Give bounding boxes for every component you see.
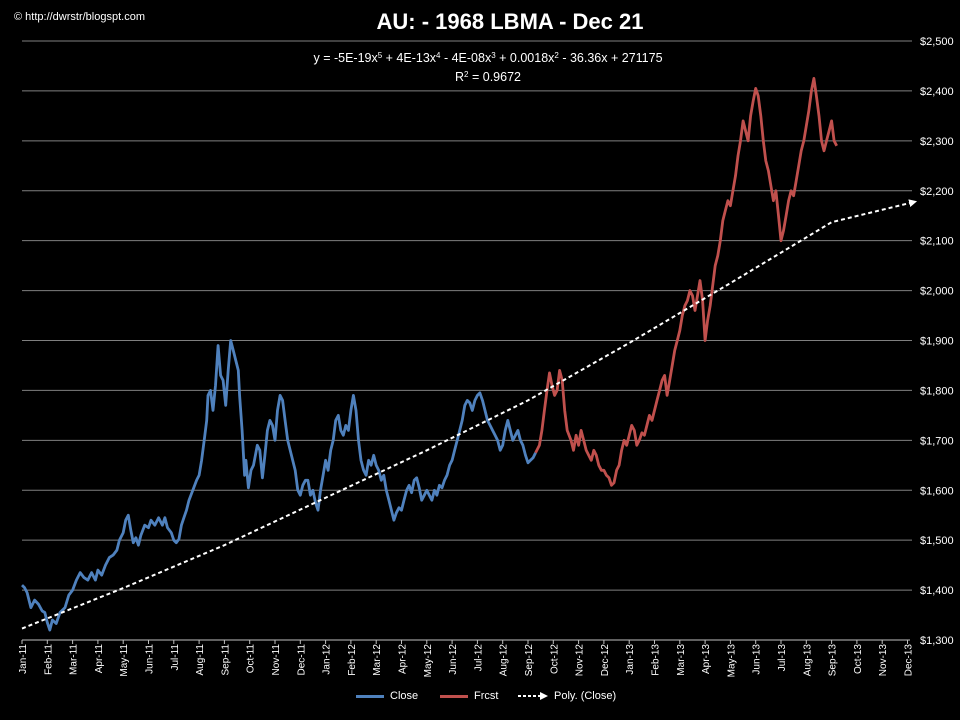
x-tick-label: Jun-11 — [145, 644, 156, 674]
trendline-poly-close — [21, 199, 918, 630]
x-tick-label: Nov-11 — [271, 644, 282, 676]
y-tick-label: $2,300 — [920, 136, 954, 148]
x-tick-label: Sep-12 — [524, 644, 535, 677]
x-tick-label: Oct-13 — [853, 644, 864, 674]
x-tick-label: Jan-12 — [322, 644, 333, 675]
legend-item-close: Close — [356, 690, 418, 702]
x-tick-label: Feb-11 — [43, 644, 54, 675]
legend-item-forecast: Frcst — [440, 690, 498, 702]
legend-swatch-close — [356, 694, 384, 698]
x-tick-label: Aug-12 — [499, 644, 510, 677]
x-tick-label: Jul-13 — [777, 644, 788, 672]
legend-label-poly: Poly. (Close) — [554, 690, 617, 702]
x-axis — [21, 639, 910, 644]
y-tick-label: $2,400 — [920, 86, 954, 98]
x-tick-label: Jan-13 — [625, 644, 636, 675]
x-tick-label: Dec-11 — [296, 644, 307, 676]
x-tick-label: Jun-12 — [448, 644, 459, 675]
x-axis-tick-labels: Jan-11 Feb-11 Mar-11 Apr-11 May-11 Jun-11 Jul-… — [18, 644, 915, 678]
x-tick-label: Mar-13 — [676, 644, 687, 676]
x-tick-label: Oct-12 — [549, 644, 560, 674]
x-tick-label: Jun-13 — [752, 644, 763, 675]
y-tick-label: $1,400 — [920, 585, 954, 597]
y-tick-label: $2,100 — [920, 236, 954, 248]
y-tick-label: $1,900 — [920, 336, 954, 348]
series-close-line — [21, 339, 537, 632]
x-tick-label: Aug-13 — [802, 644, 813, 677]
x-tick-label: Jul-11 — [170, 644, 181, 671]
x-tick-label: Apr-11 — [94, 644, 105, 674]
y-axis-tick-labels: $1,300 $1,400 $1,500 $1,600 $1,700 $1,800 $1,9… — [920, 36, 954, 647]
x-tick-label: Mar-12 — [372, 644, 383, 676]
series-forecast-line — [534, 77, 838, 487]
x-tick-label: Sep-11 — [220, 644, 231, 676]
trend-equation: y = -5E-19x5 + 4E-13x4 - 4E-08x3 + 0.001… — [313, 51, 663, 65]
x-tick-label: Dec-12 — [600, 644, 611, 677]
x-tick-label: Sep-13 — [828, 644, 839, 677]
x-tick-label: Mar-11 — [69, 644, 80, 675]
x-tick-label: Apr-12 — [398, 644, 409, 674]
legend-swatch-poly — [518, 692, 548, 700]
y-tick-label: $1,800 — [920, 385, 954, 397]
x-tick-label: Oct-11 — [246, 644, 257, 674]
x-tick-label: Feb-13 — [651, 644, 662, 676]
x-tick-label: Apr-13 — [701, 644, 712, 674]
gridlines — [22, 40, 912, 591]
y-tick-label: $1,300 — [920, 635, 954, 647]
x-tick-label: Jul-12 — [473, 644, 484, 672]
y-tick-label: $2,200 — [920, 186, 954, 198]
x-tick-label: Dec-13 — [904, 644, 915, 677]
x-tick-label: May-11 — [119, 644, 130, 677]
y-tick-label: $1,600 — [920, 485, 954, 497]
chart-title: AU: - 1968 LBMA - Dec 21 — [376, 9, 644, 34]
copyright-text: © http://dwrstr/blogspt.com — [14, 11, 145, 23]
y-tick-label: $1,500 — [920, 535, 954, 547]
r-squared: R2 = 0.9672 — [455, 70, 521, 84]
x-tick-label: Jan-11 — [18, 644, 29, 674]
legend-label-close: Close — [390, 690, 419, 702]
legend-label-forecast: Frcst — [474, 690, 499, 702]
x-tick-label: Aug-11 — [195, 644, 206, 676]
x-tick-label: Nov-13 — [878, 644, 889, 677]
legend-swatch-forecast — [440, 694, 468, 698]
x-tick-label: Nov-12 — [575, 644, 586, 677]
series-lines — [21, 77, 918, 632]
y-tick-label: $1,700 — [920, 435, 954, 447]
y-tick-label: $2,500 — [920, 36, 954, 48]
legend-item-poly: Poly. (Close) — [518, 690, 616, 702]
x-tick-label: May-12 — [423, 644, 434, 678]
x-tick-label: May-13 — [726, 644, 737, 678]
x-tick-label: Feb-12 — [347, 644, 358, 676]
y-tick-label: $2,000 — [920, 286, 954, 298]
